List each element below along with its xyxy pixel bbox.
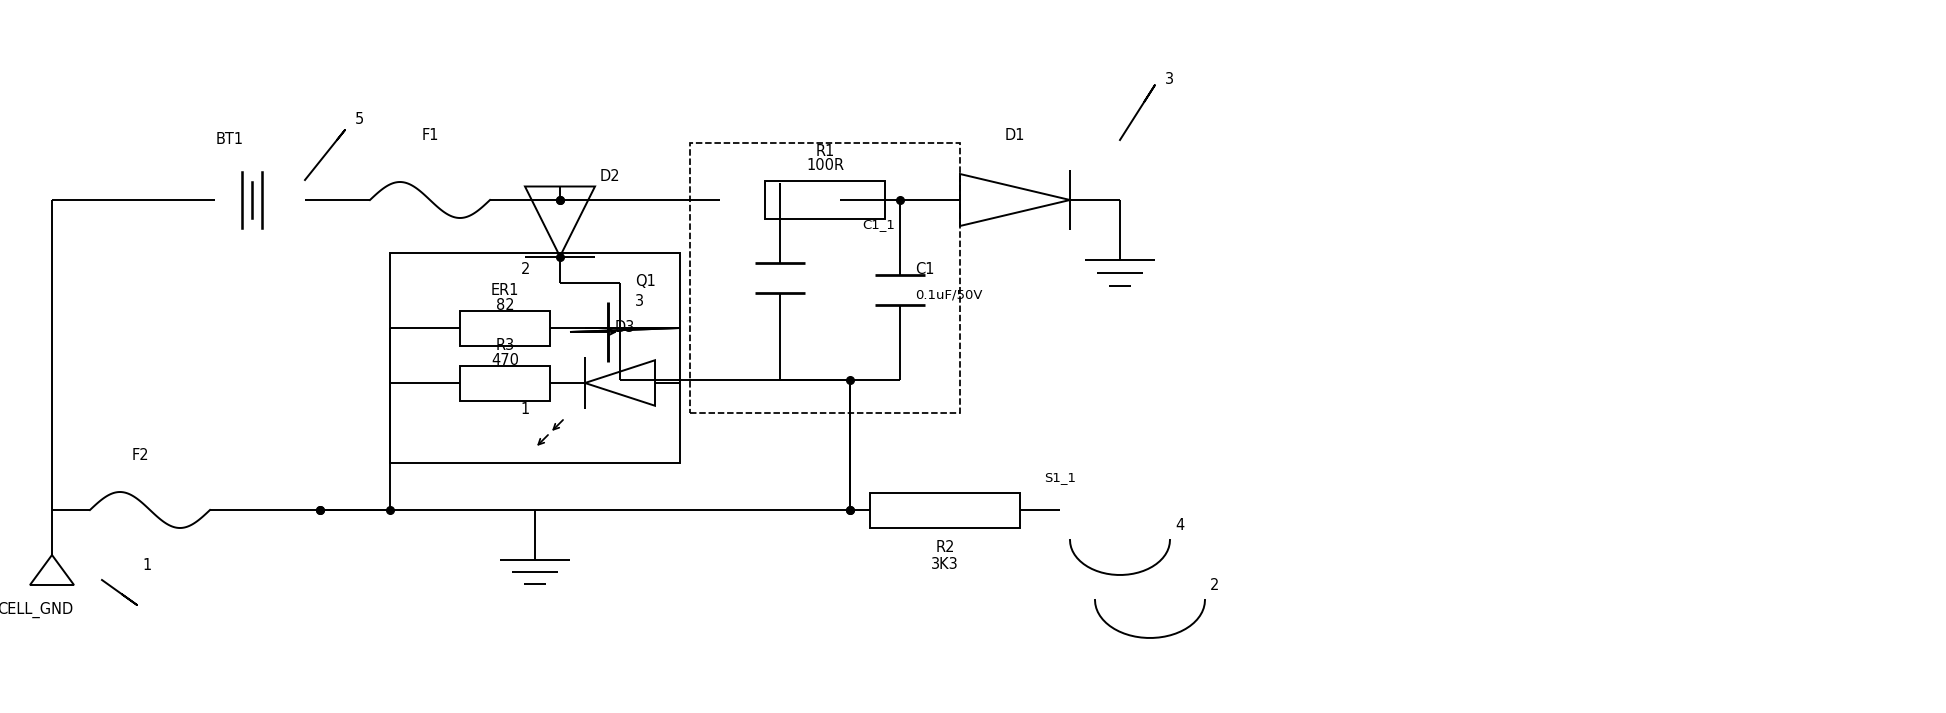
Text: D2: D2 [599,169,621,184]
Text: C1: C1 [915,262,934,277]
Text: R3: R3 [496,338,514,353]
Text: CELL_GND: CELL_GND [0,602,74,618]
Bar [765,181,885,219]
Bar [459,366,551,401]
Text: 4: 4 [1175,518,1185,533]
Text: R1: R1 [815,143,835,158]
Text: R2: R2 [936,540,955,555]
Text: ER1: ER1 [490,283,520,298]
Text: 1: 1 [142,558,152,573]
Text: 470: 470 [490,353,520,368]
Text: 2: 2 [1210,578,1220,593]
Text: 3K3: 3K3 [930,557,959,572]
Text: F1: F1 [420,128,438,143]
Bar [389,253,679,463]
Text: C1_1: C1_1 [862,218,895,232]
Text: 0.1uF/50V: 0.1uF/50V [915,289,983,302]
Text: F2: F2 [130,448,148,463]
Bar [459,310,551,346]
Text: 1: 1 [522,403,529,418]
Text: 3: 3 [1166,73,1173,88]
Text: 82: 82 [496,298,514,313]
Text: BT1: BT1 [216,133,243,148]
Text: Q1: Q1 [634,275,656,289]
Text: D3: D3 [615,321,634,336]
Bar [691,143,959,413]
Text: 5: 5 [354,113,364,128]
Bar [870,493,1020,528]
Text: 2: 2 [522,262,529,277]
Text: 100R: 100R [806,158,845,173]
Text: D1: D1 [1004,128,1026,143]
Text: S1_1: S1_1 [1043,471,1076,484]
Text: 3: 3 [634,294,644,309]
